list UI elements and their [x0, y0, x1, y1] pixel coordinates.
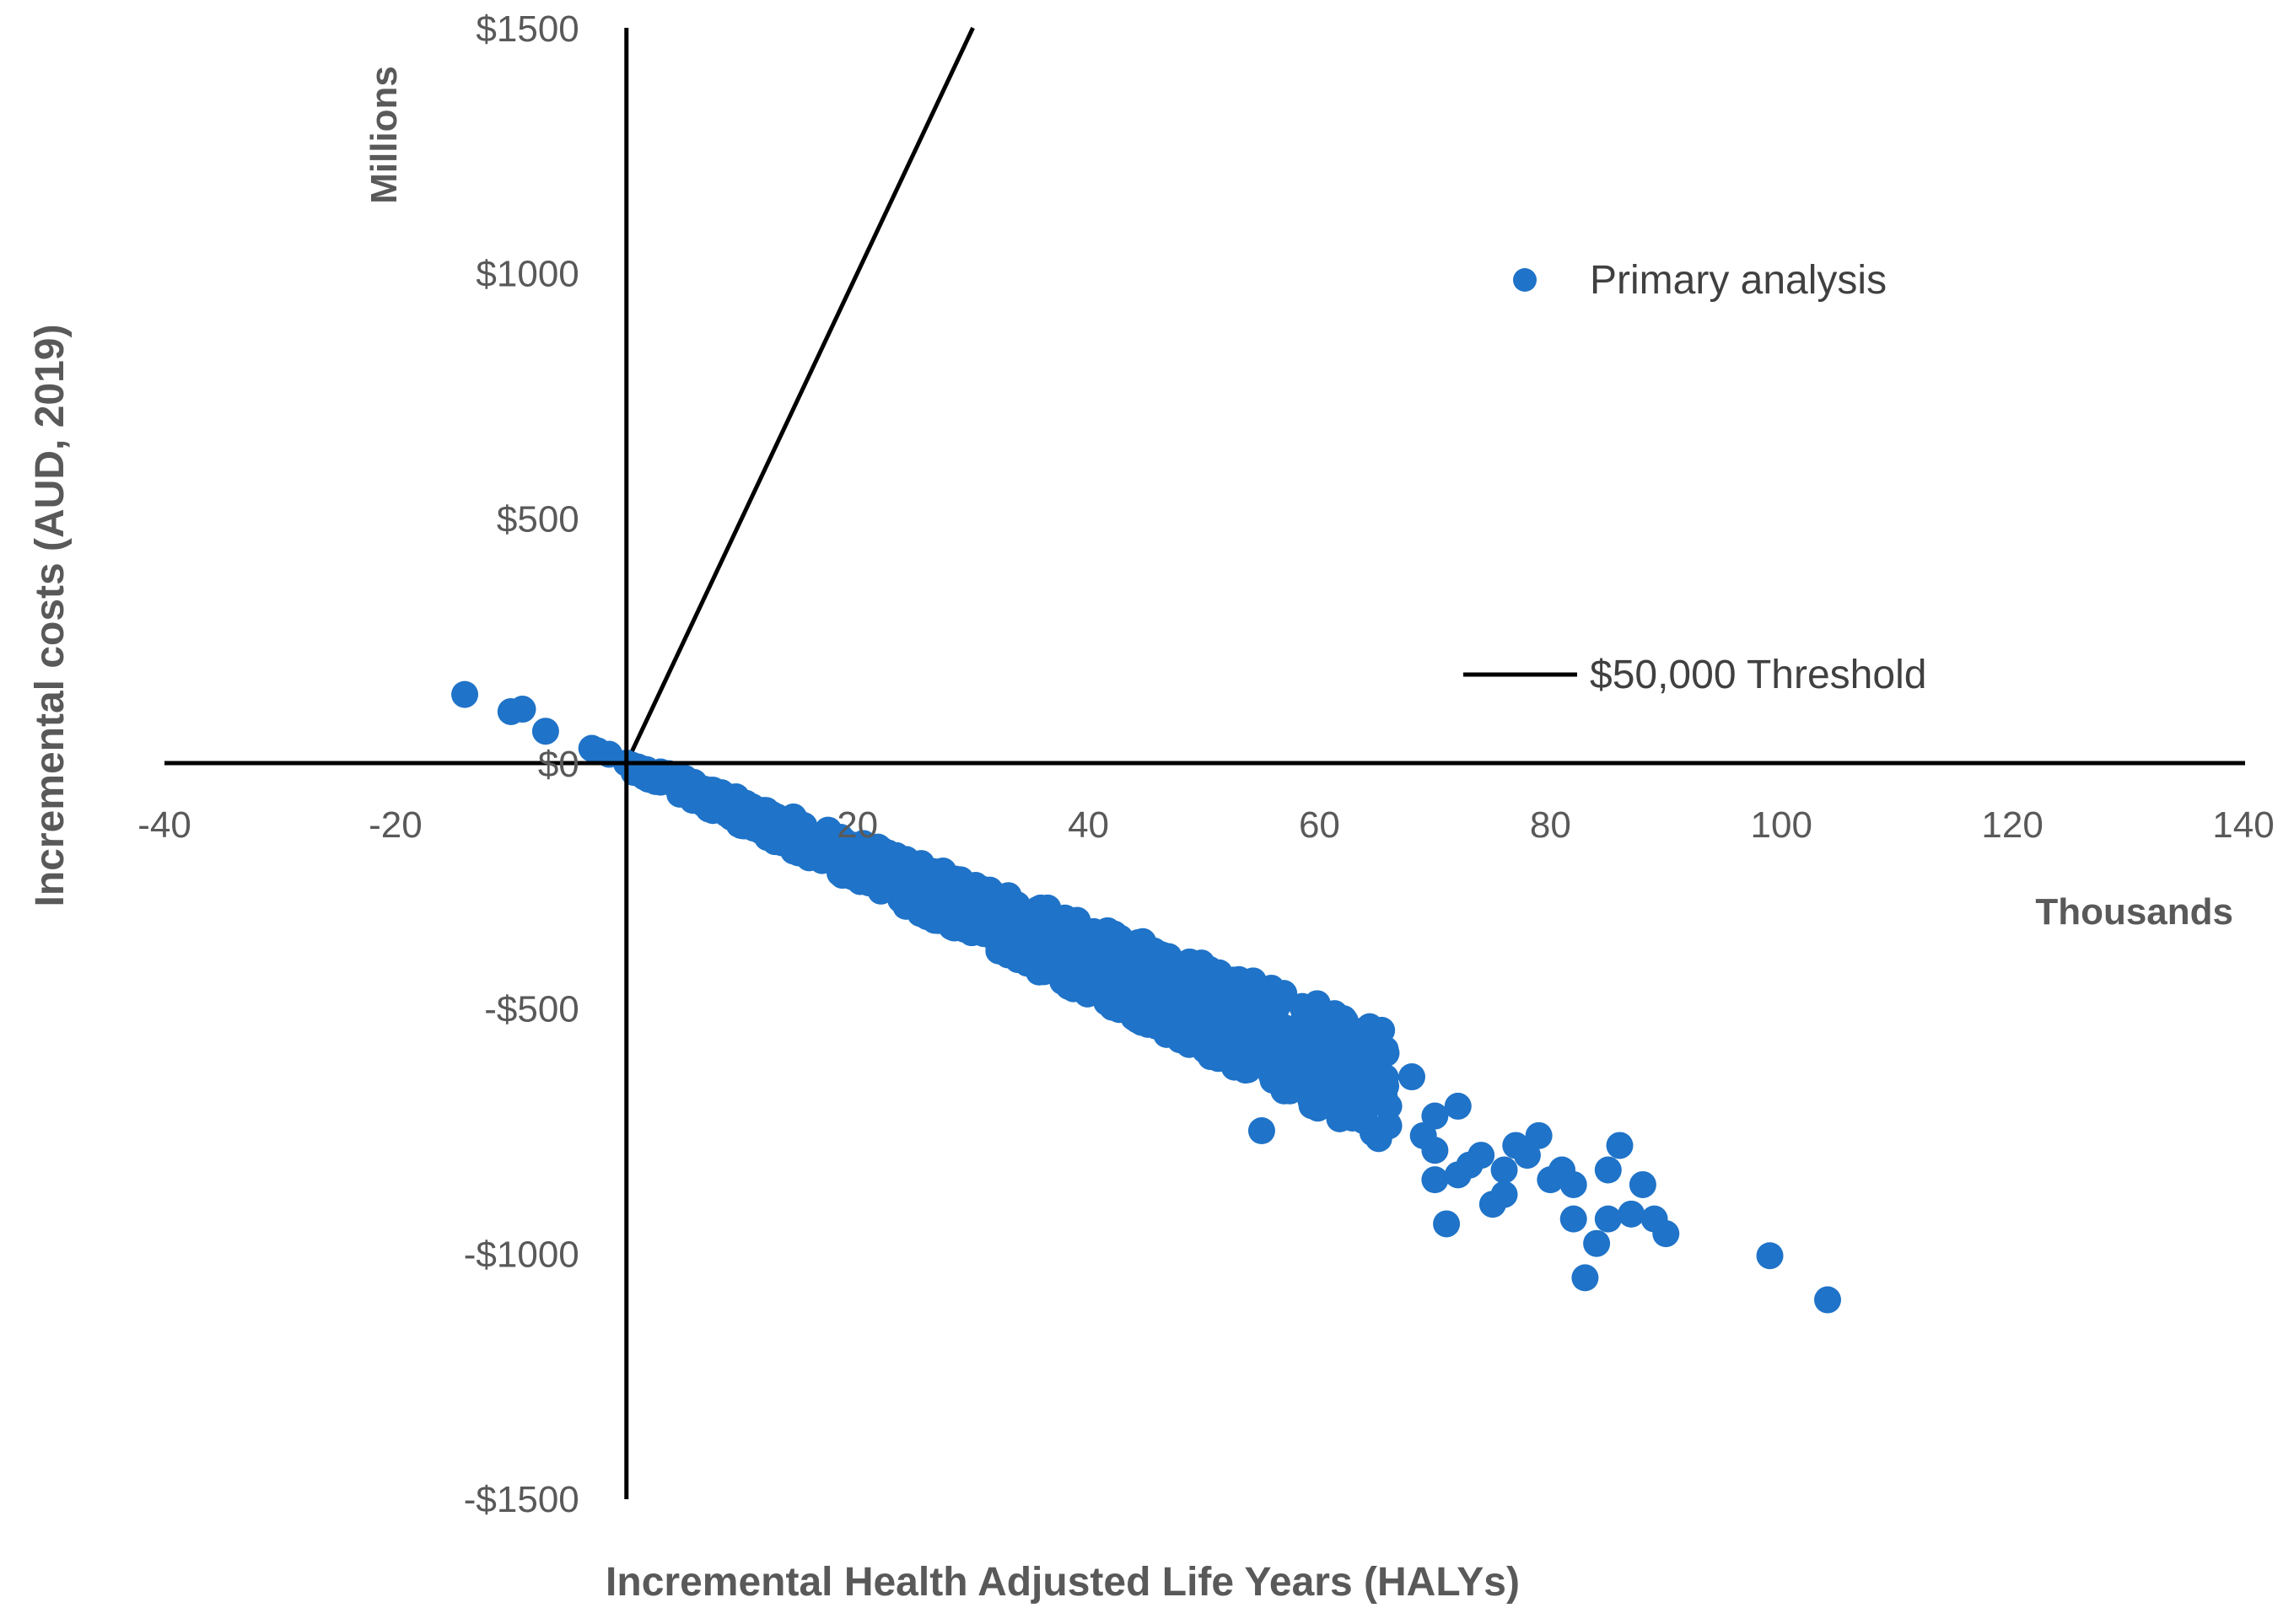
- data-point: [1167, 965, 1195, 992]
- x-tick-label: 80: [1530, 804, 1571, 846]
- data-point: [1629, 1170, 1656, 1198]
- data-point: [1652, 1220, 1680, 1248]
- data-point: [1421, 1102, 1449, 1130]
- x-unit-label: Thousands: [2035, 891, 2233, 933]
- data-point: [1247, 1117, 1275, 1144]
- x-tick-label: -20: [369, 804, 423, 846]
- threshold-line: [624, 26, 975, 765]
- y-tick-label: $1000: [476, 254, 579, 295]
- data-point: [1559, 1205, 1587, 1233]
- data-point: [531, 718, 559, 745]
- data-point: [1121, 945, 1149, 973]
- x-tick-label: 120: [1981, 804, 2043, 846]
- y-tick-label: $500: [497, 498, 579, 540]
- data-point: [1398, 1063, 1425, 1091]
- data-point: [1300, 1003, 1327, 1030]
- data-point: [1349, 1107, 1377, 1135]
- legend: Primary analysis $50,000 Threshold: [1463, 258, 1926, 697]
- data-point: [1363, 1067, 1391, 1094]
- x-tick-label: 20: [837, 804, 878, 846]
- data-point: [983, 926, 1010, 954]
- data-point: [1262, 978, 1290, 1006]
- data-point: [1756, 1242, 1784, 1270]
- y-tick-label: -$500: [484, 989, 579, 1030]
- data-point: [1421, 1137, 1449, 1164]
- data-point: [1306, 1024, 1333, 1051]
- data-point: [1421, 1166, 1449, 1194]
- data-point: [843, 837, 871, 865]
- data-point: [902, 891, 929, 919]
- y-tick-label: $0: [538, 744, 579, 785]
- data-point: [1236, 1043, 1264, 1071]
- x-tick-label: 60: [1299, 804, 1340, 846]
- y-tick-label: $1500: [476, 8, 579, 50]
- data-point: [1052, 955, 1080, 983]
- data-point: [1525, 1121, 1553, 1149]
- y-tick-label: -$1000: [464, 1234, 579, 1275]
- data-point: [1097, 975, 1125, 1003]
- data-point: [1433, 1210, 1461, 1238]
- x-tick-label: 40: [1068, 804, 1109, 846]
- data-point: [1502, 1132, 1530, 1159]
- data-point: [1330, 1005, 1358, 1033]
- y-tick-label: -$1500: [464, 1479, 579, 1520]
- data-point: [1618, 1200, 1645, 1228]
- data-point: [1259, 1004, 1287, 1032]
- data-point: [1017, 901, 1045, 929]
- data-point: [451, 680, 479, 708]
- data-point: [1571, 1264, 1599, 1292]
- data-point: [1490, 1156, 1518, 1184]
- data-point: [1594, 1156, 1622, 1184]
- data-point: [1583, 1229, 1611, 1257]
- y-unit-label: Millions: [363, 66, 405, 204]
- data-point: [1375, 1112, 1403, 1140]
- data-point: [1814, 1286, 1841, 1314]
- data-point: [959, 881, 987, 909]
- y-axis-title: Incremental costs (AUD, 2019): [28, 325, 73, 907]
- data-point: [1352, 1043, 1380, 1071]
- data-point: [1283, 1063, 1311, 1091]
- data-point: [1306, 1092, 1333, 1120]
- x-axis-title: Incremental Health Adjusted Life Years (…: [606, 1560, 1520, 1605]
- data-point: [1144, 994, 1171, 1022]
- x-tick-label: 140: [2212, 804, 2274, 846]
- data-point: [1444, 1092, 1472, 1120]
- x-tick-label: 100: [1751, 804, 1812, 846]
- data-point: [1594, 1205, 1622, 1233]
- x-tick-label: -40: [137, 804, 191, 846]
- data-point: [1375, 1092, 1403, 1120]
- data-point: [1328, 1083, 1356, 1110]
- data-point: [1190, 1019, 1218, 1046]
- data-point: [1559, 1170, 1587, 1198]
- data-point: [1467, 1142, 1495, 1170]
- data-point: [509, 696, 536, 723]
- legend-label-threshold: $50,000 Threshold: [1590, 653, 1926, 697]
- data-point: [1478, 1191, 1506, 1218]
- data-point: [1074, 926, 1102, 954]
- data-point: [1606, 1132, 1634, 1159]
- legend-label-primary-analysis: Primary analysis: [1590, 258, 1887, 303]
- data-point: [938, 913, 966, 941]
- data-point: [1213, 980, 1241, 1008]
- legend-marker-primary-analysis: [1513, 268, 1537, 292]
- data-point: [1193, 956, 1221, 984]
